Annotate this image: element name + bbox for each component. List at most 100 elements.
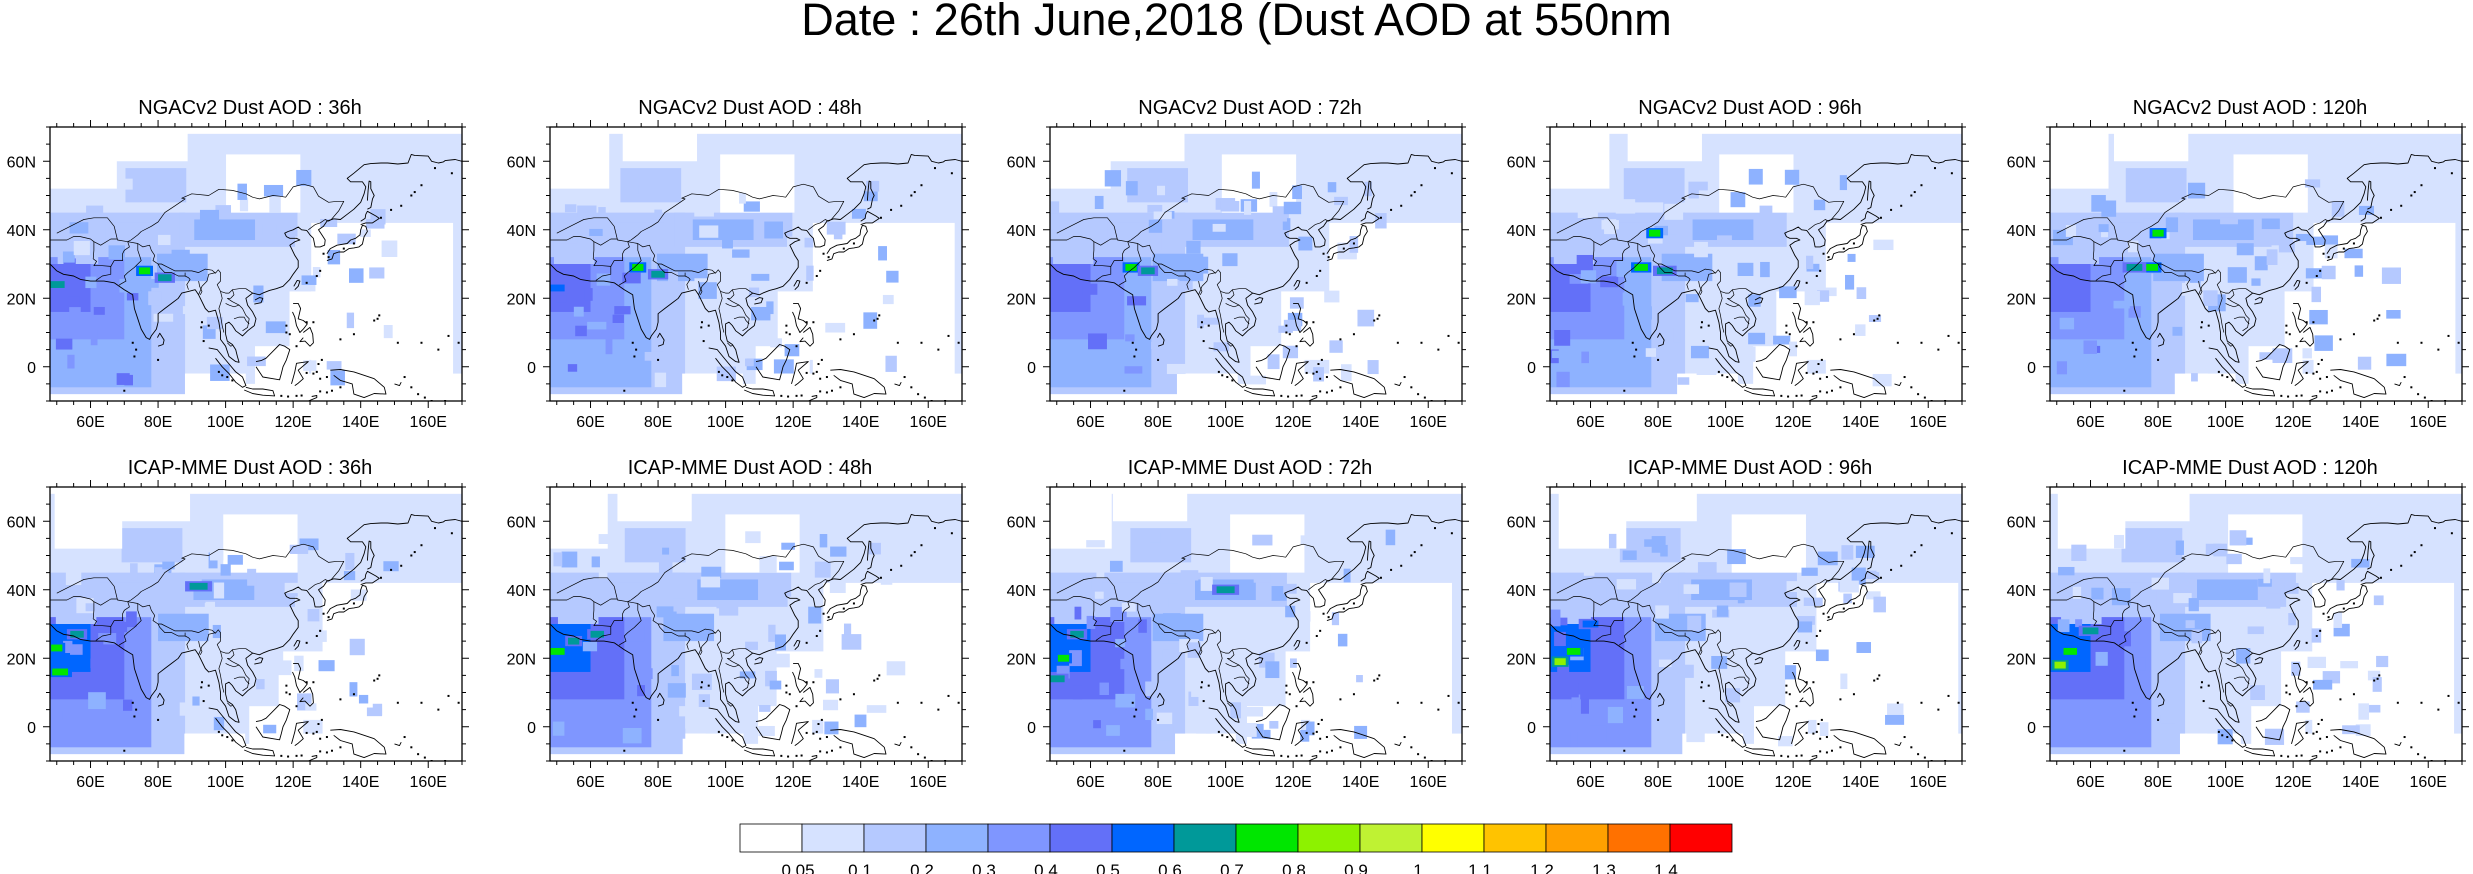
colorbar-label: 0.1 <box>848 861 872 874</box>
colorbar-label: 0.9 <box>1344 861 1368 874</box>
dust-aod-field <box>2050 127 2462 401</box>
lon-tick-label: 160E <box>1910 774 1947 791</box>
coastlines <box>50 153 462 401</box>
figure-title: Date : 26th June,2018 (Dust AOD at 550nm <box>801 0 1672 45</box>
lon-tick-label: 160E <box>410 774 447 791</box>
colorbar-label: 1.3 <box>1592 861 1616 874</box>
lat-tick-label: 0 <box>27 720 36 737</box>
lon-tick-label: 140E <box>842 774 879 791</box>
dust-aod-field <box>550 127 962 401</box>
lon-tick-label: 140E <box>2342 774 2379 791</box>
lon-tick-label: 120E <box>774 774 811 791</box>
coastlines <box>1550 513 1962 761</box>
lon-tick-label: 60E <box>1076 414 1104 431</box>
map-panel: 60E 80E 100E 120E 140E 160E 0 20N 40N 60N ICAP-MME… <box>2007 457 2469 791</box>
lon-tick-label: 100E <box>1207 414 1244 431</box>
lat-tick-label: 20N <box>7 651 36 668</box>
lon-tick-label: 140E <box>842 414 879 431</box>
lat-tick-label: 60N <box>507 514 536 531</box>
lat-tick-label: 60N <box>1507 514 1536 531</box>
lat-tick-label: 60N <box>7 154 36 171</box>
lon-tick-label: 100E <box>1207 774 1244 791</box>
lon-tick-label: 100E <box>707 414 744 431</box>
lon-tick-label: 140E <box>1342 414 1379 431</box>
colorbar-swatch <box>1173 823 1237 853</box>
panel-title: ICAP-MME Dust AOD : 36h <box>128 457 373 479</box>
lon-tick-label: 60E <box>2076 774 2104 791</box>
lat-tick-label: 0 <box>1527 360 1536 377</box>
lat-tick-label: 20N <box>2007 651 2036 668</box>
colorbar-swatch <box>1297 823 1361 853</box>
colorbar-label: 0.8 <box>1282 861 1306 874</box>
lon-tick-label: 100E <box>207 774 244 791</box>
colorbar: 0.05 0.1 0.2 0.3 0.4 0.5 0.6 0.7 0.8 0.9 1 1.1 1.2 1.… <box>739 823 1733 874</box>
lat-tick-label: 20N <box>2007 291 2036 308</box>
lon-tick-label: 140E <box>342 774 379 791</box>
lon-tick-label: 100E <box>1707 414 1744 431</box>
lon-tick-label: 80E <box>644 774 672 791</box>
colorbar-label: 1.4 <box>1654 861 1678 874</box>
dust-aod-field <box>1050 127 1462 401</box>
panel-title: NGACv2 Dust AOD : 36h <box>138 97 361 119</box>
lat-tick-label: 60N <box>1007 154 1036 171</box>
lon-tick-label: 120E <box>2274 414 2311 431</box>
dust-aod-field <box>50 487 462 761</box>
colorbar-swatch <box>801 823 865 853</box>
colorbar-label: 0.05 <box>781 861 814 874</box>
lat-tick-label: 40N <box>2007 583 2036 600</box>
lon-tick-label: 140E <box>1842 774 1879 791</box>
lon-tick-label: 100E <box>207 414 244 431</box>
colorbar-swatch <box>987 823 1051 853</box>
lon-tick-label: 60E <box>1576 414 1604 431</box>
dust-aod-field <box>550 487 962 761</box>
lon-tick-label: 160E <box>1410 414 1447 431</box>
colorbar-label: 1.1 <box>1468 861 1492 874</box>
lon-tick-label: 160E <box>410 414 447 431</box>
lon-tick-label: 120E <box>274 774 311 791</box>
lon-tick-label: 140E <box>2342 414 2379 431</box>
colorbar-swatch <box>925 823 989 853</box>
lat-tick-label: 0 <box>1527 720 1536 737</box>
lon-tick-label: 80E <box>1644 414 1672 431</box>
colorbar-label: 1.2 <box>1530 861 1554 874</box>
axes: 60E 80E 100E 120E 140E 160E 0 20N 40N 60N <box>2007 120 2469 431</box>
lat-tick-label: 0 <box>527 360 536 377</box>
lon-tick-label: 120E <box>2274 774 2311 791</box>
axes: 60E 80E 100E 120E 140E 160E 0 20N 40N 60N <box>507 120 969 431</box>
lon-tick-label: 120E <box>1274 774 1311 791</box>
lat-tick-label: 60N <box>1007 514 1036 531</box>
lon-tick-label: 80E <box>144 414 172 431</box>
dust-aod-field <box>1050 487 1462 761</box>
lat-tick-label: 60N <box>7 514 36 531</box>
lat-tick-label: 60N <box>1507 154 1536 171</box>
lon-tick-label: 80E <box>144 774 172 791</box>
lon-tick-label: 80E <box>2144 774 2172 791</box>
axes: 60E 80E 100E 120E 140E 160E 0 20N 40N 60N <box>7 480 469 791</box>
panel-title: NGACv2 Dust AOD : 120h <box>2133 97 2368 119</box>
lon-tick-label: 160E <box>910 414 947 431</box>
map-panel: 60E 80E 100E 120E 140E 160E 0 20N 40N 60N ICAP-MME… <box>1007 457 1469 791</box>
lon-tick-label: 100E <box>707 774 744 791</box>
lon-tick-label: 120E <box>1274 414 1311 431</box>
lon-tick-label: 60E <box>1576 774 1604 791</box>
map-panel: 60E 80E 100E 120E 140E 160E 0 20N 40N 60N NGACv2 D… <box>507 97 969 431</box>
coastlines <box>2050 513 2462 761</box>
lat-tick-label: 40N <box>2007 223 2036 240</box>
colorbar-swatch <box>1607 823 1671 853</box>
dust-aod-field <box>2050 487 2462 761</box>
lat-tick-label: 20N <box>1507 291 1536 308</box>
map-panel: 60E 80E 100E 120E 140E 160E 0 20N 40N 60N NGACv2 D… <box>1507 97 1969 431</box>
coastlines <box>2050 153 2462 401</box>
lat-tick-label: 60N <box>2007 154 2036 171</box>
lon-tick-label: 60E <box>76 774 104 791</box>
lat-tick-label: 60N <box>507 154 536 171</box>
axes: 60E 80E 100E 120E 140E 160E 0 20N 40N 60N <box>1507 480 1969 791</box>
lon-tick-label: 60E <box>576 414 604 431</box>
lon-tick-label: 80E <box>1644 774 1672 791</box>
coastlines <box>550 513 962 761</box>
colorbar-swatch <box>863 823 927 853</box>
dust-aod-field <box>1550 487 1962 761</box>
colorbar-swatch <box>1049 823 1113 853</box>
lat-tick-label: 20N <box>1507 651 1536 668</box>
